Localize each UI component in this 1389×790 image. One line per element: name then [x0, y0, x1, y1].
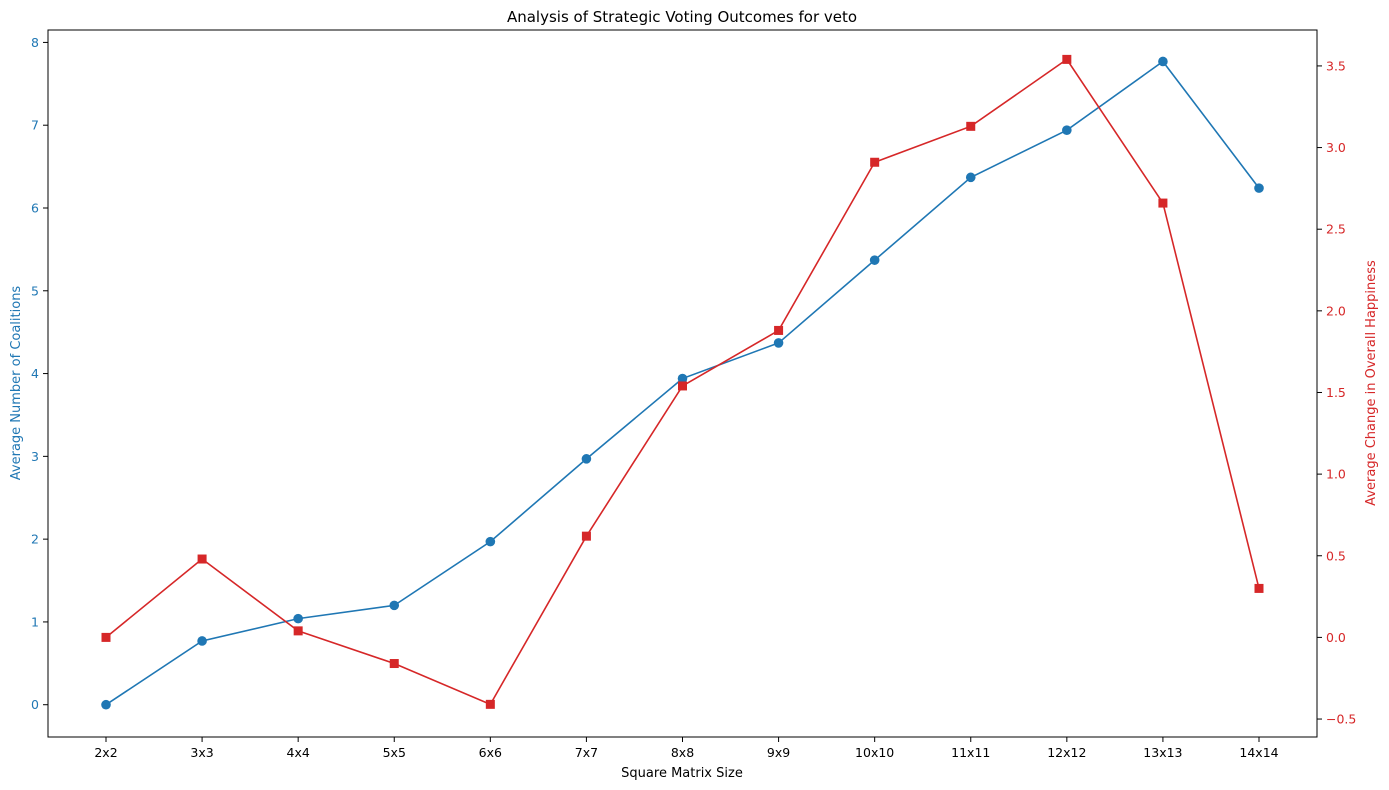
- right-y-tick-label: 3.5: [1326, 58, 1346, 73]
- series-point-left: [389, 600, 400, 611]
- x-tick-label: 5x5: [383, 745, 406, 760]
- right-y-axis: −0.5 0.0 0.5 1.0 1.5 2.0 2.5 3.0 3.5: [1317, 58, 1356, 727]
- x-tick-label: 6x6: [479, 745, 502, 760]
- series-point-right: [774, 325, 784, 335]
- series-point-right: [1062, 54, 1072, 64]
- series-point-left: [1254, 183, 1264, 193]
- x-tick-label: 11x11: [951, 745, 990, 760]
- x-tick-label: 12x12: [1047, 745, 1086, 760]
- right-y-tick-label: 2.5: [1326, 222, 1346, 237]
- right-y-tick-label: −0.5: [1326, 712, 1356, 727]
- series-point-left: [773, 338, 784, 348]
- right-y-tick-label: 3.0: [1326, 140, 1346, 155]
- right-y-tick-label: 1.5: [1326, 385, 1346, 400]
- x-axis-label: Square Matrix Size: [621, 766, 743, 781]
- series-point-left: [965, 172, 976, 183]
- left-y-tick-label: 3: [31, 449, 39, 464]
- series-point-right: [485, 699, 495, 709]
- series-point-right: [197, 554, 207, 564]
- right-y-tick-label: 2.0: [1326, 303, 1346, 318]
- x-tick-label: 13x13: [1143, 745, 1182, 760]
- series-point-right: [966, 121, 976, 131]
- series-point-right: [678, 381, 687, 391]
- left-y-tick-label: 7: [31, 118, 39, 133]
- x-tick-label: 4x4: [287, 745, 310, 760]
- left-y-tick-label: 8: [31, 35, 39, 50]
- series-point-left: [581, 454, 592, 464]
- x-axis: 2x2 3x3 4x4 5x5 6x6 7x7 8x8 9x9 10x10 11x11 12x12 1…: [94, 737, 1279, 760]
- series-point-right: [101, 632, 111, 642]
- x-tick-label: 7x7: [575, 745, 598, 760]
- series-point-left: [1062, 125, 1072, 135]
- x-tick-label: 3x3: [190, 745, 213, 760]
- series-point-left: [1158, 56, 1168, 67]
- series-point-right: [1158, 198, 1168, 208]
- x-tick-label: 8x8: [671, 745, 694, 760]
- x-tick-label: 9x9: [767, 745, 790, 760]
- series-point-right: [581, 531, 591, 541]
- series-point-left: [101, 699, 111, 710]
- series-point-right: [389, 659, 399, 669]
- series-point-left: [869, 255, 880, 265]
- left-y-tick-label: 2: [31, 532, 39, 547]
- right-y-tick-label: 0.0: [1326, 630, 1346, 645]
- right-y-tick-label: 1.0: [1326, 467, 1346, 482]
- left-y-axis-label: Average Number of Coalitions: [9, 286, 24, 481]
- left-y-axis: 0 1 2 3 4 5 6 7 8: [31, 35, 48, 712]
- left-y-tick-label: 0: [31, 697, 39, 712]
- series-layer: [101, 54, 1264, 710]
- series-point-right: [293, 626, 303, 636]
- chart-title: Analysis of Strategic Voting Outcomes fo…: [507, 8, 857, 26]
- x-tick-label: 2x2: [94, 745, 117, 760]
- left-y-tick-label: 5: [31, 283, 39, 298]
- left-y-tick-label: 4: [31, 366, 39, 381]
- left-y-tick-label: 1: [31, 614, 39, 629]
- series-point-left: [677, 373, 688, 384]
- x-tick-label: 10x10: [855, 745, 894, 760]
- series-point-left: [293, 613, 303, 624]
- right-y-tick-label: 0.5: [1326, 548, 1346, 563]
- series-point-right: [1254, 583, 1264, 593]
- left-y-tick-label: 6: [31, 200, 39, 215]
- right-y-axis-label: Average Change in Overall Happiness: [1364, 260, 1379, 506]
- series-point-left: [485, 536, 496, 547]
- series-point-right: [870, 157, 880, 167]
- series-point-left: [197, 636, 207, 646]
- x-tick-label: 14x14: [1239, 745, 1278, 760]
